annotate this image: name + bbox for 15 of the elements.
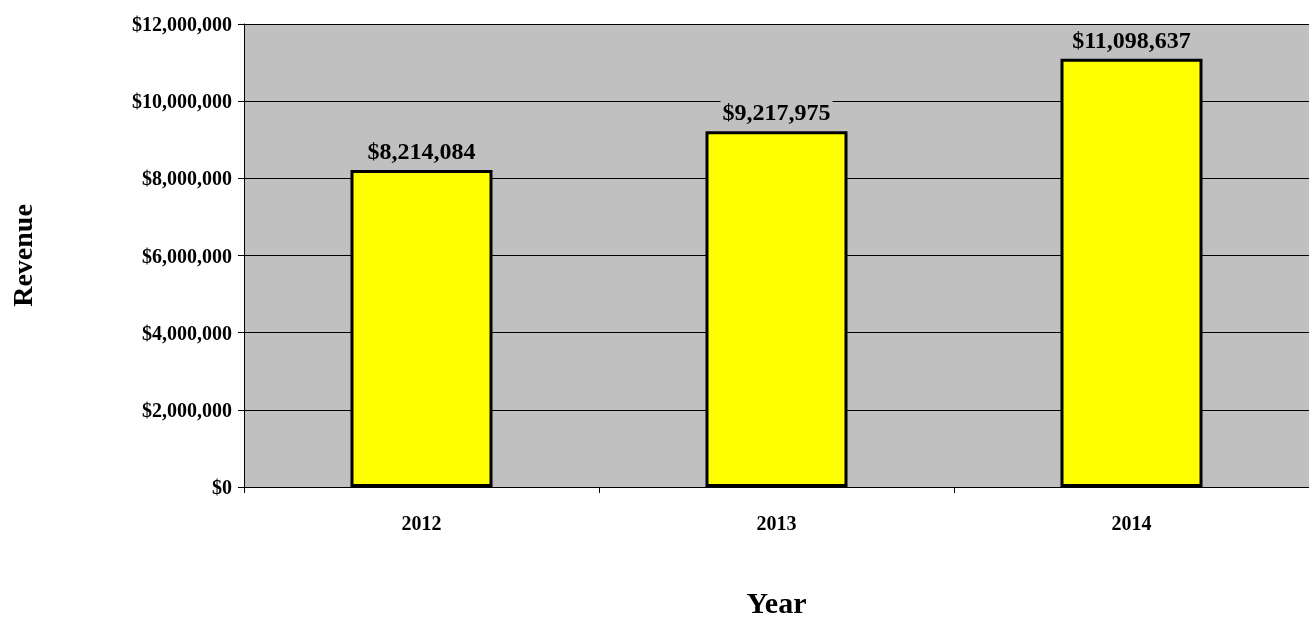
y-tick-label: $0	[212, 476, 232, 498]
x-tick-label: 2013	[756, 512, 797, 534]
x-tick-label: 2014	[1111, 512, 1152, 534]
y-tick-label: $10,000,000	[132, 90, 232, 113]
data-label: $11,098,637	[1072, 26, 1191, 53]
y-tick-label: $8,000,000	[142, 167, 232, 190]
y-tick-label: $2,000,000	[142, 398, 232, 421]
x-axis-title: Year	[746, 585, 807, 619]
data-label: $9,217,975	[722, 99, 831, 126]
data-label: $8,214,084	[367, 138, 476, 165]
y-tick-label: $6,000,000	[142, 244, 232, 267]
y-tick-label: $4,000,000	[142, 321, 232, 344]
y-tick-label: $12,000,000	[132, 13, 232, 35]
x-tick-label: 2012	[401, 512, 442, 534]
y-axis-title: Revenue	[6, 204, 38, 307]
